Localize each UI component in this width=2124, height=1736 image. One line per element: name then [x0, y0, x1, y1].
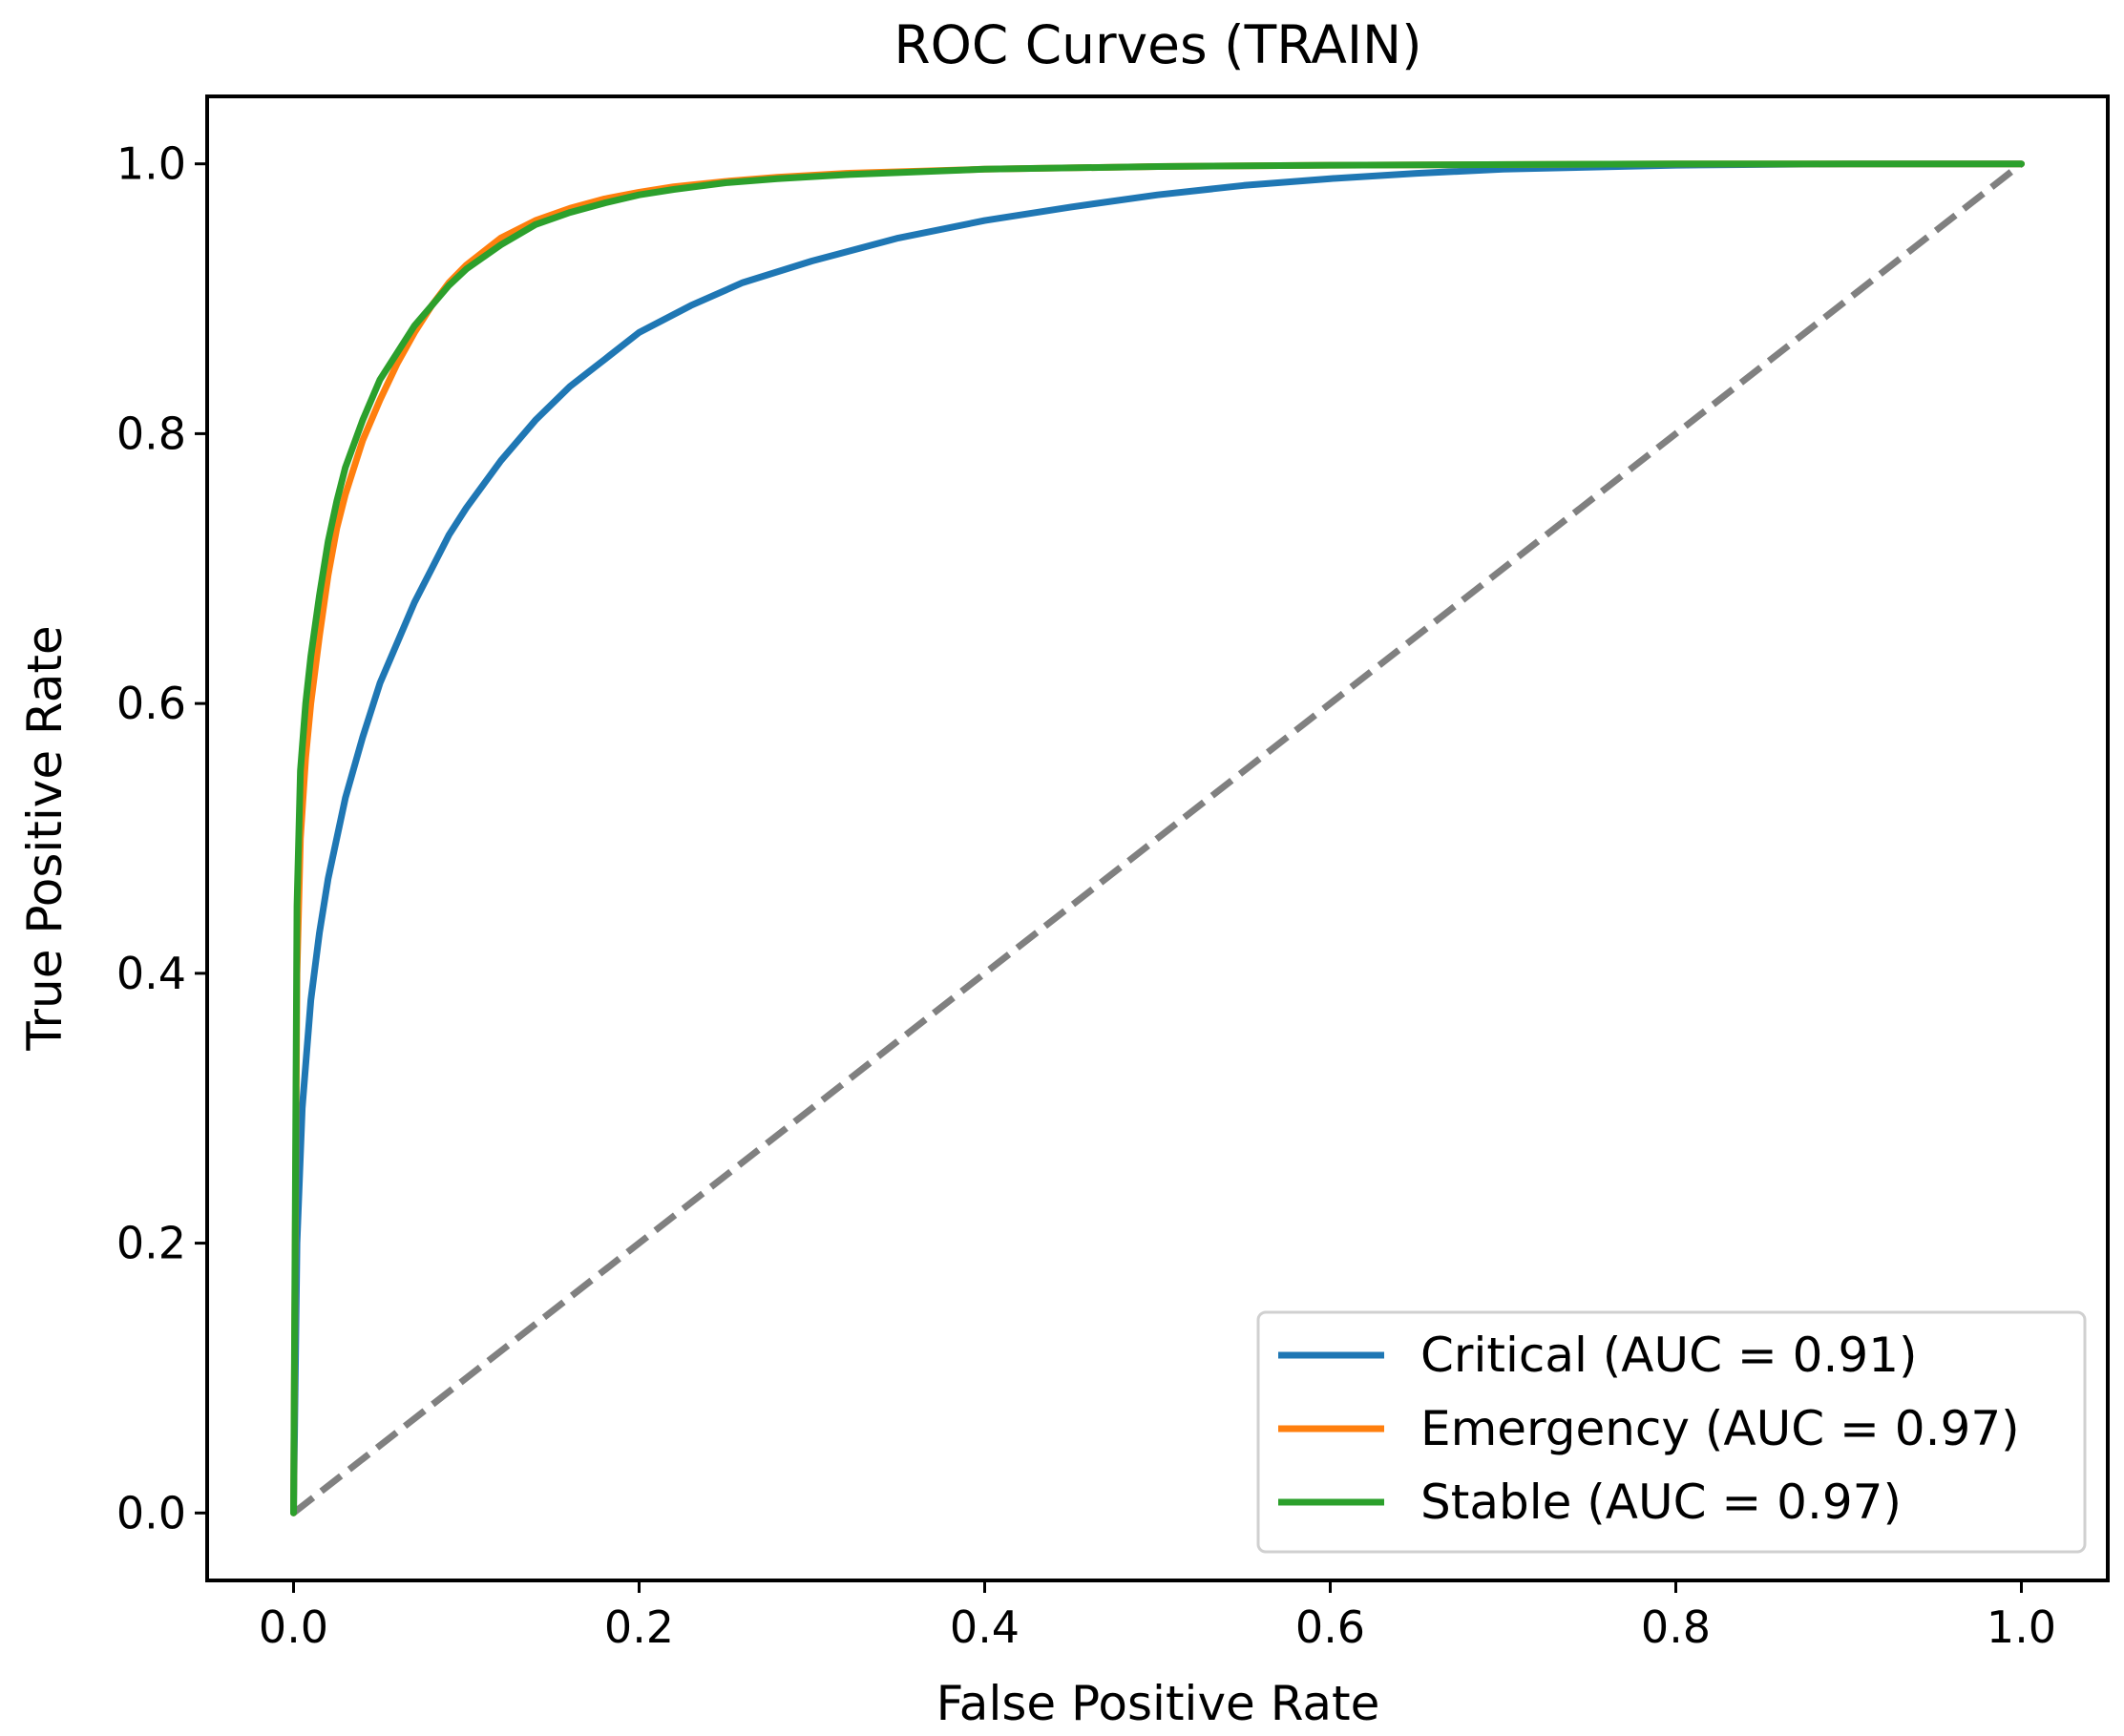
x-tick-label: 1.0 [1987, 1601, 2056, 1653]
x-tick-label: 0.8 [1641, 1601, 1711, 1653]
chance-diagonal-line [291, 160, 2024, 1516]
chart-title: ROC Curves (TRAIN) [894, 14, 1421, 75]
x-axis-ticks: 0.0 0.2 0.4 0.6 0.8 1.0 [259, 1580, 2056, 1653]
legend-label: Critical (AUC = 0.91) [1420, 1328, 1918, 1383]
legend-label: Stable (AUC = 0.97) [1420, 1475, 1902, 1530]
x-axis-label: False Positive Rate [936, 1676, 1380, 1731]
series-line-critical [290, 160, 2025, 1516]
x-tick-label: 0.2 [604, 1601, 674, 1653]
x-tick-label: 0.6 [1295, 1601, 1365, 1653]
y-tick-label: 0.8 [116, 408, 186, 459]
series-line-stable [290, 160, 2025, 1516]
y-tick-label: 0.6 [116, 678, 186, 729]
y-tick-label: 0.4 [116, 948, 186, 999]
y-axis-ticks: 0.0 0.2 0.4 0.6 0.8 1.0 [116, 138, 207, 1538]
y-tick-label: 1.0 [116, 138, 186, 190]
x-tick-label: 0.4 [950, 1601, 1020, 1653]
series-layer [290, 160, 2025, 1516]
legend: Critical (AUC = 0.91) Emergency (AUC = 0.… [1256, 1310, 2087, 1554]
x-tick-label: 0.0 [259, 1601, 328, 1653]
y-axis-label: True Positive Rate [17, 625, 73, 1051]
legend-box [1256, 1310, 2087, 1554]
plot-frame [205, 94, 2110, 1582]
y-tick-label: 0.0 [116, 1487, 186, 1538]
y-tick-label: 0.2 [116, 1218, 186, 1269]
legend-label: Emergency (AUC = 0.97) [1420, 1401, 2020, 1456]
